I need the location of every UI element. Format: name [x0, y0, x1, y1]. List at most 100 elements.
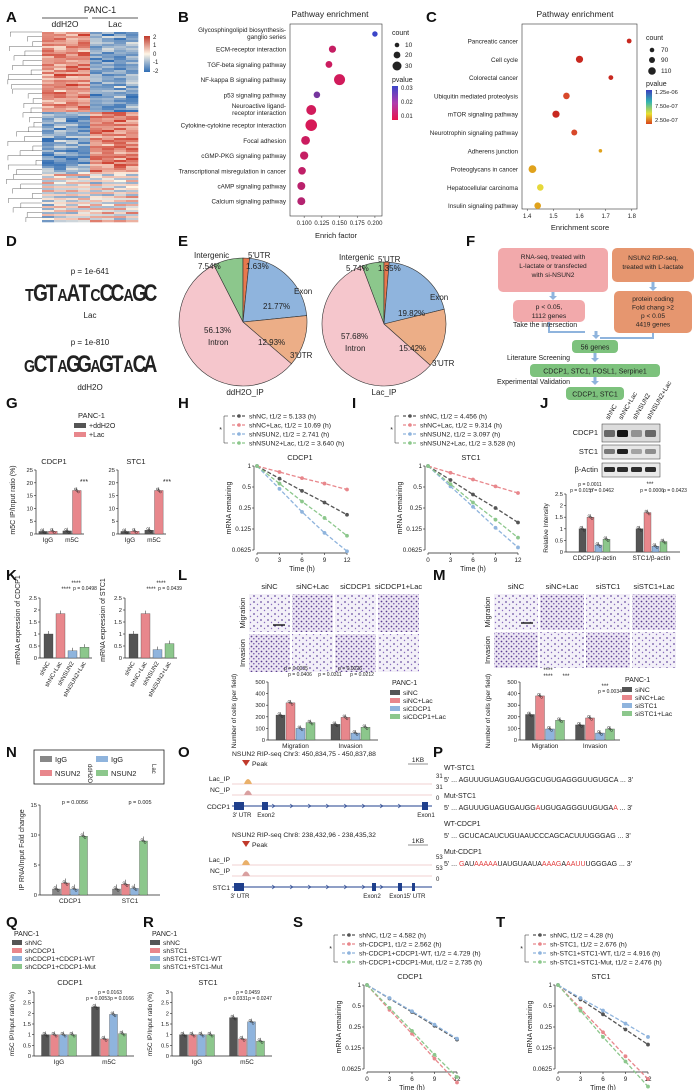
heatmap-cell: [90, 116, 103, 119]
heatmap-cell: [114, 100, 127, 103]
c-pathway-label: Cell cycle: [491, 57, 518, 64]
heatmap-cell: [114, 218, 127, 221]
heatmap-cell: [126, 104, 139, 107]
data-point: [277, 712, 281, 715]
pie2-exon-pct: 19.82%: [398, 309, 425, 318]
dendrogram-branch: [8, 198, 42, 203]
heatmap-cell: [90, 66, 103, 69]
decay-point: [448, 478, 453, 482]
l-legend-entry: siCDCP1+Lac: [403, 714, 446, 721]
decay-point: [277, 486, 282, 491]
heatmap-cell: [42, 32, 55, 35]
heatmap-cell: [66, 86, 79, 89]
decay-ylabel: mRNA remaining: [226, 481, 233, 534]
heatmap-cell: [66, 200, 79, 203]
heatmap-cell: [126, 118, 139, 121]
heatmap-cell: [114, 64, 127, 67]
heatmap-cell: [126, 38, 139, 41]
heatmap-cell: [114, 182, 127, 185]
decay-legend-entry: sh-STC1, t1/2 = 2.676 (h): [550, 942, 627, 949]
heatmap-cell: [90, 196, 103, 199]
heatmap-cell: [114, 148, 127, 151]
o-feature-label: Exon2: [363, 893, 381, 900]
data-point: [538, 694, 542, 698]
bar: [91, 1006, 100, 1057]
decay-point: [601, 1008, 605, 1013]
heatmap-cell: [42, 190, 55, 193]
heatmap-cell: [114, 204, 127, 207]
heatmap-cell: [114, 82, 127, 85]
x-tick-label: 3: [449, 557, 453, 564]
g-legend-swatch-1: [74, 423, 86, 428]
heatmap-cell: [42, 146, 55, 149]
dendrogram-branch: [32, 145, 42, 151]
heatmap-cell: [66, 208, 79, 211]
heatmap-cell: [90, 176, 103, 179]
heatmap-cell: [102, 66, 115, 69]
y-tick-label: 0.5: [413, 484, 422, 491]
heatmap-cell: [66, 42, 79, 45]
pie2-intron-name: Intron: [345, 344, 365, 353]
c-pathway-label: Hepatocellular carcinoma: [447, 185, 519, 192]
data-point: [655, 546, 659, 549]
heatmap-cell: [126, 114, 139, 117]
heatmap-cell: [90, 34, 103, 37]
heatmap-cell: [102, 120, 115, 123]
heatmap-cell: [102, 46, 115, 49]
data-point: [124, 883, 127, 886]
x-tick-label: Invasion: [583, 743, 608, 750]
p-seq-label: Mut-STC1: [444, 793, 476, 800]
heatmap-cell: [78, 164, 91, 167]
data-point: [560, 720, 563, 723]
heatmap-cell: [78, 128, 91, 131]
data-point: [183, 1034, 187, 1038]
data-point: [147, 528, 151, 532]
heatmap-cell: [126, 190, 139, 193]
data-point: [652, 543, 656, 546]
panel-label-k: K: [6, 567, 17, 584]
legend-marker: [237, 441, 241, 445]
heatmap-cell: [42, 46, 55, 49]
image-row-label: Migration: [483, 597, 492, 628]
y-tick-label: 2.5: [555, 492, 563, 498]
y-tick-label: 500: [255, 680, 265, 686]
legend-marker: [408, 432, 412, 436]
f-box-56-text: 56 genes: [581, 345, 610, 352]
y-tick-label: 0.5: [114, 644, 122, 650]
y-tick-label: 500: [507, 680, 517, 686]
j-pvalue: p = 0.0157: [570, 488, 594, 494]
legend-entry: shNC: [163, 940, 180, 947]
dendrogram-branch: [12, 88, 42, 94]
logo-letter: C: [144, 280, 158, 307]
decay-point: [322, 500, 327, 505]
strand-arrow: [343, 803, 348, 809]
n-legend-swatch-1: [40, 756, 52, 762]
g-legend-swatch-2: [74, 432, 86, 437]
heatmap-cell: [102, 146, 115, 149]
heatmap-cell: [42, 198, 55, 201]
heatmap-cell: [66, 74, 79, 77]
heatmap-cell: [90, 216, 103, 219]
o-gene-label: CDCP1: [207, 804, 230, 811]
bar: [247, 1021, 256, 1057]
c-dot: [575, 55, 584, 63]
heatmap-cell: [114, 58, 127, 61]
heatmap-cell: [102, 194, 115, 197]
heatmap-cell: [90, 36, 103, 39]
heatmap-cell: [126, 88, 139, 91]
b-pathway-label: Cytokine-cytokine receptor interaction: [181, 123, 287, 130]
heatmap-cell: [114, 56, 127, 59]
m-pvalue: p = 0.0034: [598, 689, 622, 695]
legend-marker: [347, 942, 351, 946]
l-ylabel: Number of cells (per field): [231, 674, 238, 748]
heatmap-cell: [66, 126, 79, 129]
heatmap-cell: [42, 192, 55, 195]
x-tick-label: 0: [255, 557, 259, 564]
x-tick-label: 9: [624, 1076, 628, 1083]
heatmap-cell: [78, 190, 91, 193]
pie2-title: Lac_IP: [372, 388, 397, 397]
pie-slice: [321, 265, 431, 387]
heatmap-cell: [78, 72, 91, 75]
dendrogram-branch: [23, 103, 42, 108]
decay-line: [557, 984, 649, 1080]
